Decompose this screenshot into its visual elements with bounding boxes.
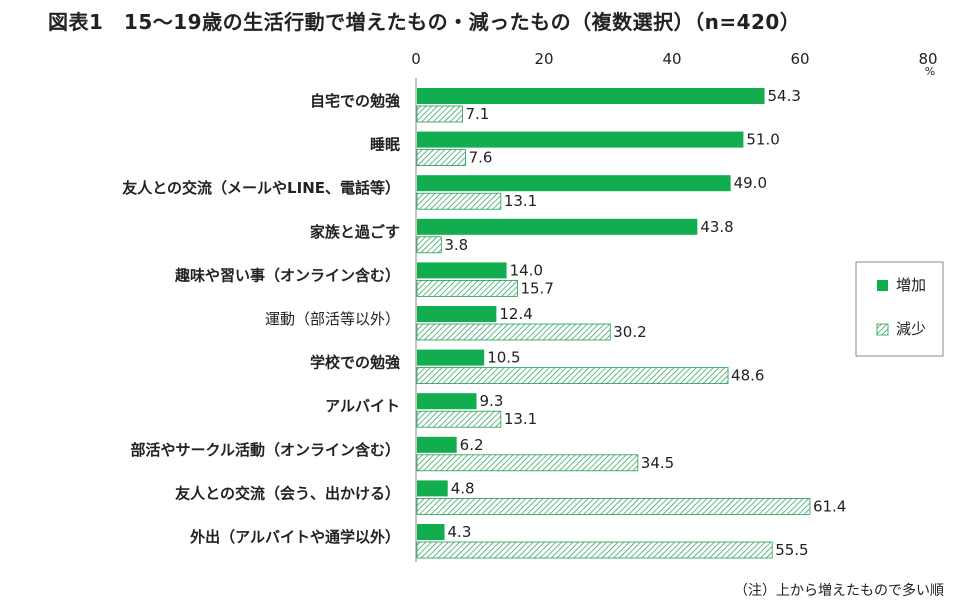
bar-decrease bbox=[416, 367, 729, 385]
bar-decrease bbox=[416, 410, 502, 428]
footnote: （注）上から増えたもので多い順 bbox=[734, 583, 944, 599]
bar-increase bbox=[417, 393, 477, 410]
data-label-increase: 12.4 bbox=[499, 305, 532, 323]
data-label-increase: 6.2 bbox=[460, 436, 484, 454]
data-label-increase: 9.3 bbox=[480, 392, 504, 410]
bar-decrease bbox=[416, 149, 467, 167]
legend-label-decrease: 減少 bbox=[896, 320, 926, 338]
data-label-decrease: 7.6 bbox=[469, 149, 493, 167]
category-label: 運動（部活等以外） bbox=[265, 310, 400, 328]
data-label-decrease: 13.1 bbox=[504, 410, 537, 428]
bar-increase bbox=[417, 262, 507, 279]
data-label-decrease: 61.4 bbox=[813, 497, 846, 515]
data-label-increase: 14.0 bbox=[510, 261, 543, 279]
x-tick-label: 20 bbox=[534, 50, 553, 68]
category-label: 睡眠 bbox=[370, 136, 400, 154]
data-label-decrease: 30.2 bbox=[613, 323, 646, 341]
bar-decrease bbox=[416, 541, 773, 559]
category-label: 部活やサークル活動（オンライン含む） bbox=[130, 441, 400, 459]
data-label-decrease: 48.6 bbox=[731, 367, 764, 385]
bar-increase bbox=[417, 480, 448, 497]
legend-swatch-decrease bbox=[876, 323, 889, 336]
bar-decrease bbox=[416, 192, 502, 210]
category-label: 学校での勉強 bbox=[310, 354, 400, 372]
bar-decrease bbox=[416, 105, 463, 123]
data-label-increase: 43.8 bbox=[700, 218, 733, 236]
bar-decrease bbox=[416, 279, 518, 297]
legend-box bbox=[855, 261, 944, 357]
bar-increase bbox=[417, 131, 744, 148]
data-label-increase: 4.8 bbox=[451, 479, 475, 497]
bar-decrease bbox=[416, 497, 811, 515]
data-label-increase: 10.5 bbox=[487, 349, 520, 367]
bar-increase bbox=[417, 306, 497, 322]
bar-increase bbox=[417, 436, 457, 453]
bar-increase bbox=[417, 175, 731, 192]
data-label-decrease: 7.1 bbox=[465, 105, 489, 123]
data-label-decrease: 55.5 bbox=[775, 541, 808, 559]
bar-increase bbox=[417, 88, 765, 104]
x-tick-label: 0 bbox=[411, 50, 421, 68]
data-label-increase: 51.0 bbox=[746, 131, 779, 149]
bar-decrease bbox=[416, 454, 639, 472]
x-tick-label: 60 bbox=[790, 50, 809, 68]
category-label: 趣味や習い事（オンライン含む） bbox=[174, 266, 400, 284]
bar-increase bbox=[417, 349, 485, 366]
category-label: アルバイト bbox=[325, 397, 400, 415]
category-label: 外出（アルバイトや通学以外） bbox=[189, 528, 400, 546]
data-label-increase: 49.0 bbox=[734, 174, 767, 192]
x-tick-label: 40 bbox=[662, 50, 681, 68]
category-label: 友人との交流（メールやLINE、電話等） bbox=[122, 179, 400, 197]
bar-decrease bbox=[416, 323, 611, 341]
data-label-decrease: 15.7 bbox=[520, 279, 553, 297]
category-label: 友人との交流（会う、出かける） bbox=[175, 484, 400, 502]
bar-decrease bbox=[416, 236, 442, 254]
data-label-decrease: 34.5 bbox=[641, 454, 674, 472]
legend-swatch-increase bbox=[877, 280, 888, 291]
category-label: 家族と過ごす bbox=[310, 223, 400, 241]
legend-label-increase: 増加 bbox=[896, 276, 926, 294]
category-label: 自宅での勉強 bbox=[310, 92, 400, 110]
data-label-decrease: 3.8 bbox=[444, 236, 468, 254]
bar-increase bbox=[417, 218, 698, 235]
x-tick-label: 80 bbox=[918, 50, 937, 68]
unit-label: % bbox=[925, 65, 935, 78]
data-label-increase: 54.3 bbox=[768, 87, 801, 105]
data-label-decrease: 13.1 bbox=[504, 192, 537, 210]
chart-title: 図表1 15〜19歳の生活行動で増えたもの・減ったもの（複数選択）（n=420） bbox=[48, 10, 801, 34]
bar-increase bbox=[417, 524, 445, 540]
data-label-increase: 4.3 bbox=[448, 523, 472, 541]
